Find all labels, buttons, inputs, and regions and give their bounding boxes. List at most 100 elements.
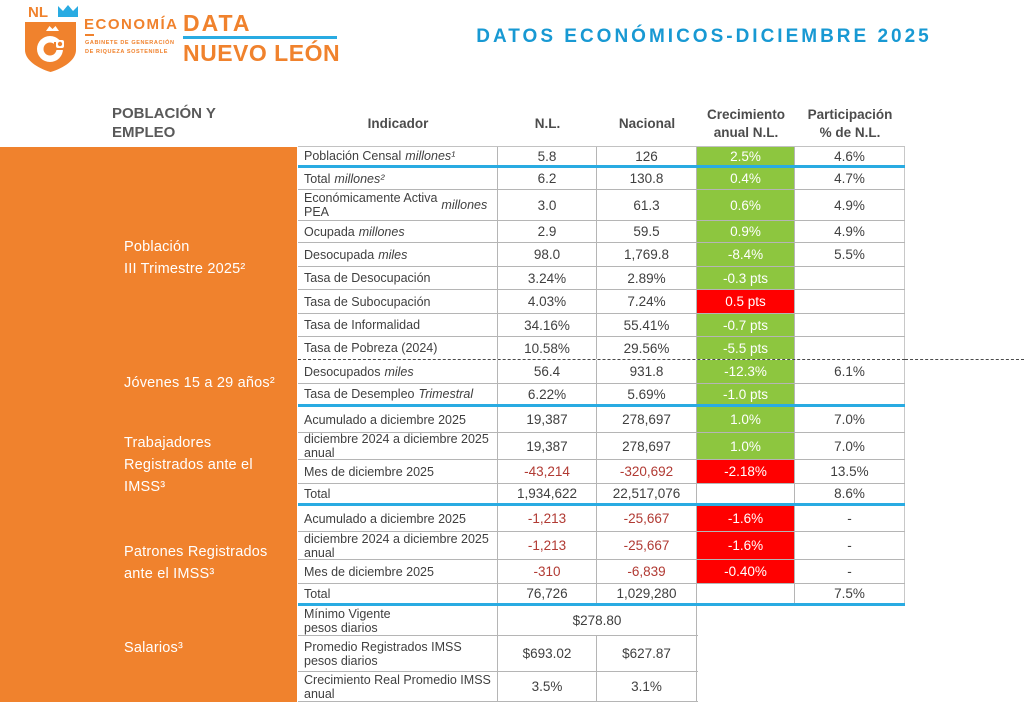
sidebar: Población III Trimestre 2025² Jóvenes 15 … xyxy=(0,147,297,702)
economia-wordmark: ECONOMÍA xyxy=(84,16,179,33)
indicador-text: diciembre 2024 a diciembre 2025 anual xyxy=(304,532,489,559)
cell-nacional-value: 5.69% xyxy=(597,384,697,404)
cell-indicador: Total xyxy=(298,584,498,603)
cell-indicador: Población Censal millones¹ xyxy=(298,147,498,165)
svg-text:NL: NL xyxy=(28,4,48,21)
cell-participacion: 8.6% xyxy=(795,484,905,503)
cell-participacion: - xyxy=(795,532,905,559)
sidebar-group-label: Jóvenes 15 a 29 años² xyxy=(124,375,275,391)
cell-nacional-value: 278,697 xyxy=(597,433,697,459)
cell-nl-value: 6.2 xyxy=(498,168,597,189)
indicador-unit: millones xyxy=(358,224,405,239)
crown-icon xyxy=(58,5,78,17)
cell-participacion: - xyxy=(795,560,905,583)
cell-nl-value: 4.03% xyxy=(498,290,597,313)
indicador-text: Desocupados xyxy=(304,364,381,379)
cell-crecimiento: 1.0% xyxy=(697,433,795,459)
cell-merged-value: $278.80 xyxy=(498,606,697,635)
indicador-text: Desocupada xyxy=(304,247,375,262)
cell-indicador: Mínimo Vigente pesos diarios xyxy=(298,606,498,635)
page-title: DATOS ECONÓMICOS-DICIEMBRE 2025 xyxy=(476,26,932,47)
cell-indicador: Desocupada miles xyxy=(298,243,498,266)
cell-crecimiento xyxy=(697,584,795,603)
cell-participacion: 4.9% xyxy=(795,190,905,220)
cell-crecimiento: -1.6% xyxy=(697,506,795,531)
cell-nacional-value: 29.56% xyxy=(597,337,697,359)
table-row: Promedio Registrados IMSS pesos diarios $… xyxy=(298,636,698,672)
indicador-text: Mínimo Vigente pesos diarios xyxy=(304,606,391,635)
indicador-text: Tasa de Informalidad xyxy=(304,318,421,332)
indicador-unit: millones² xyxy=(334,171,385,186)
indicador-text: Tasa de Desempleo xyxy=(304,387,415,401)
cell-nacional-value: 3.1% xyxy=(597,672,697,701)
indicador-text: Acumulado a diciembre 2025 xyxy=(304,412,466,427)
cell-nacional-value: 1,029,280 xyxy=(597,584,697,603)
dashed-separator-extension xyxy=(905,359,1024,360)
cell-nl-value: 2.9 xyxy=(498,221,597,242)
table-row: Desocupada miles 98.0 1,769.8 -8.4% 5.5% xyxy=(298,243,905,267)
indicador-text: Mes de diciembre 2025 xyxy=(304,564,434,579)
table-row: Mes de diciembre 2025 -43,214 -320,692 -2.1… xyxy=(298,460,905,484)
cell-participacion: 13.5% xyxy=(795,460,905,483)
indicador-text: Ocupada xyxy=(304,224,355,239)
cell-nl-value: -43,214 xyxy=(498,460,597,483)
cell-nacional-value: 130.8 xyxy=(597,168,697,189)
cell-participacion: 4.7% xyxy=(795,168,905,189)
data-wordmark: DATA xyxy=(183,10,252,36)
cell-crecimiento: -8.4% xyxy=(697,243,795,266)
cell-nl-value: 76,726 xyxy=(498,584,597,603)
column-header: Participación % de N.L. xyxy=(807,107,893,140)
cell-nacional-value: 278,697 xyxy=(597,407,697,432)
cell-nl-value: 10.58% xyxy=(498,337,597,359)
cell-indicador: Tasa de Informalidad xyxy=(298,314,498,336)
cell-crecimiento: -2.18% xyxy=(697,460,795,483)
cell-indicador: Mes de diciembre 2025 xyxy=(298,460,498,483)
economia-subtitle: GABINETE DE GENERACIÓN DE RIQUEZA SOSTEN… xyxy=(85,40,175,55)
cell-nl-value: -1,213 xyxy=(498,532,597,559)
cell-indicador: Promedio Registrados IMSS pesos diarios xyxy=(298,636,498,671)
cell-indicador: Tasa de Desempleo Trimestral xyxy=(298,384,498,404)
cell-crecimiento: 0.4% xyxy=(697,168,795,189)
cell-crecimiento: -5.5 pts xyxy=(697,337,795,359)
cell-indicador: diciembre 2024 a diciembre 2025 anual xyxy=(298,433,498,459)
cell-crecimiento: -0.7 pts xyxy=(697,314,795,336)
table-row: Acumulado a diciembre 2025 19,387 278,697 1… xyxy=(298,407,905,433)
cell-indicador: Tasa de Pobreza (2024) xyxy=(298,337,498,359)
table-row: Crecimiento Real Promedio IMSS anual 3.5%… xyxy=(298,672,698,702)
cell-indicador: Acumulado a diciembre 2025 xyxy=(298,407,498,432)
table-row: Ocupada millones 2.9 59.5 0.9% 4.9% xyxy=(298,221,905,243)
cell-crecimiento: 0.9% xyxy=(697,221,795,242)
cell-nl-value: 34.16% xyxy=(498,314,597,336)
cell-nacional-value: 55.41% xyxy=(597,314,697,336)
cell-participacion: 4.9% xyxy=(795,221,905,242)
cell-nl-value: -310 xyxy=(498,560,597,583)
cell-participacion: 4.6% xyxy=(795,147,905,165)
cell-nl-value: 19,387 xyxy=(498,407,597,432)
column-header: N.L. xyxy=(534,116,561,132)
cell-participacion xyxy=(795,384,905,404)
cell-participacion: 7.0% xyxy=(795,407,905,432)
table-row: Económicamente Activa PEA millones 3.0 61.3… xyxy=(298,190,905,221)
cell-nacional-value: 61.3 xyxy=(597,190,697,220)
cell-nl-value: 5.8 xyxy=(498,147,597,165)
cell-nacional-value: 7.24% xyxy=(597,290,697,313)
nuevo-leon-wordmark: NUEVO LEÓN xyxy=(183,40,341,66)
indicador-unit: millones¹ xyxy=(405,149,456,163)
cell-nl-value: 3.5% xyxy=(498,672,597,701)
cell-crecimiento: -0.3 pts xyxy=(697,267,795,289)
indicador-unit: Trimestral xyxy=(418,387,474,401)
cell-nacional-value: 1,769.8 xyxy=(597,243,697,266)
cell-crecimiento: 0.6% xyxy=(697,190,795,220)
column-header: Crecimiento anual N.L. xyxy=(706,107,786,140)
cell-indicador: Ocupada millones xyxy=(298,221,498,242)
indicador-text: Total xyxy=(304,586,331,601)
cell-nacional-value: 931.8 xyxy=(597,360,697,383)
table-row: Desocupados miles 56.4 931.8 -12.3% 6.1% xyxy=(298,360,905,384)
table-row: Acumulado a diciembre 2025 -1,213 -25,667-… xyxy=(298,506,905,532)
indicador-text: diciembre 2024 a diciembre 2025 anual xyxy=(304,433,489,459)
indicador-unit: millones xyxy=(441,198,488,212)
indicador-text: Tasa de Subocupación xyxy=(304,294,431,309)
cell-participacion: 7.0% xyxy=(795,433,905,459)
cell-nacional-value: 22,517,076 xyxy=(597,484,697,503)
table-row: Tasa de Pobreza (2024) 10.58% 29.56% -5.5 p… xyxy=(298,337,905,360)
